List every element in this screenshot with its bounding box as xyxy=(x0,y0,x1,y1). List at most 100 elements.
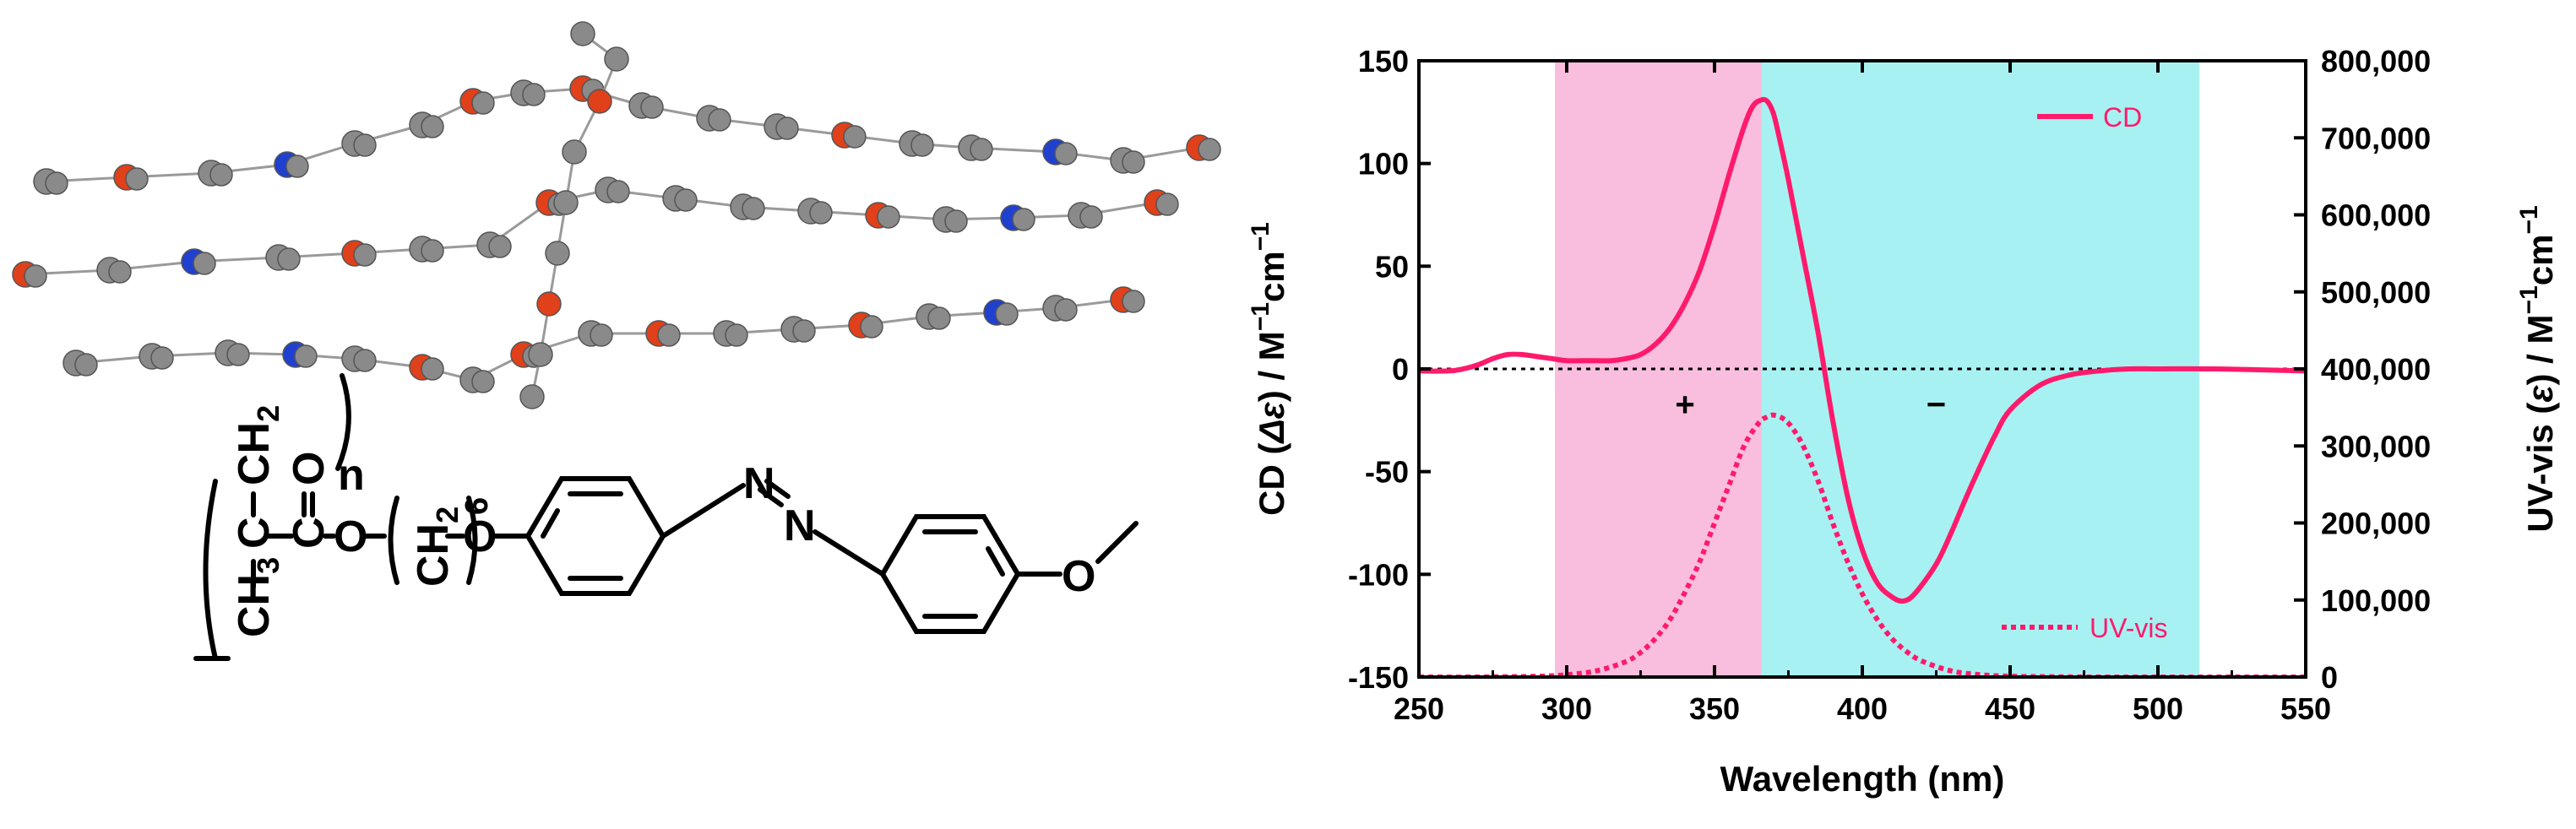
repeat-bracket-left xyxy=(203,479,218,661)
model-backbone-atom xyxy=(528,342,553,367)
repeat-bracket-right xyxy=(335,373,351,471)
legend-uvvis-label: UV-vis xyxy=(2090,613,2167,643)
structure-labels: CH3 C CH2 n O C O CH2 6 O N N O xyxy=(230,405,1095,637)
model-atom xyxy=(708,108,731,132)
label-carbonyl-o: O xyxy=(285,452,334,485)
series-cd-line xyxy=(1419,96,2306,604)
y-right-tick-label: 600,000 xyxy=(2321,198,2431,233)
model-atom xyxy=(877,205,900,229)
model-atom xyxy=(1079,205,1103,229)
x-tick-label: 350 xyxy=(1689,691,1740,726)
model-atom xyxy=(421,239,444,263)
model-atom xyxy=(606,180,630,203)
model-atom xyxy=(24,264,47,288)
sign-annotation: − xyxy=(1927,386,1946,423)
model-atom xyxy=(74,353,98,377)
x-tick-label: 250 xyxy=(1394,691,1444,726)
model-atom xyxy=(353,349,377,372)
y-left-tick-label: -100 xyxy=(1348,557,1409,592)
y-right-tick-label: 700,000 xyxy=(2321,121,2431,155)
label-carbonyl-c: C xyxy=(285,517,334,549)
x-tick-label: 500 xyxy=(2133,691,2183,726)
phenyl-ring-2-inner-3 xyxy=(986,546,1005,577)
label-ch2: CH2 xyxy=(230,405,285,485)
model-atom xyxy=(1054,298,1078,322)
shaded-region-0 xyxy=(1555,61,1762,677)
model-atom xyxy=(226,343,250,366)
y-left-tick-label: 50 xyxy=(1375,249,1409,284)
y-right-tick-label: 100,000 xyxy=(2321,583,2431,618)
model-atom xyxy=(353,243,377,267)
y-right-axis-ticks: 0 100,000 200,000 300,000 400,000 500,000 600,… xyxy=(2294,44,2431,695)
model-atom xyxy=(1198,138,1221,161)
model-atom xyxy=(742,197,765,220)
y-right-tick-label: 300,000 xyxy=(2321,429,2431,463)
sign-annotations: + − xyxy=(1675,386,1946,423)
model-atom xyxy=(640,95,664,119)
y-left-axis-title: CD (Δε) / M−1cm−1 xyxy=(1247,222,1291,516)
model-atom xyxy=(843,125,867,149)
molecular-model-illustration xyxy=(12,21,1221,409)
y-left-tick-label: -50 xyxy=(1365,455,1409,490)
azo-bond-2 xyxy=(812,529,885,577)
model-atom xyxy=(927,306,951,330)
azo-double-2 xyxy=(764,479,791,499)
model-backbone-atom xyxy=(519,384,545,409)
model-atom xyxy=(590,323,613,347)
model-backbone-atom xyxy=(553,190,579,215)
model-atom xyxy=(1122,150,1145,174)
model-atom xyxy=(944,209,968,233)
azo-double-1 xyxy=(758,487,784,507)
y-right-tick-label: 0 xyxy=(2321,660,2338,695)
label-backbone-c: C xyxy=(230,517,279,549)
label-spacer-ch2: CH2 xyxy=(409,507,465,587)
model-atom xyxy=(471,370,495,393)
label-methoxy-o: O xyxy=(1062,552,1095,601)
x-tick-label: 400 xyxy=(1837,691,1888,726)
model-atom xyxy=(910,133,934,157)
y-left-tick-label: 0 xyxy=(1392,352,1409,387)
model-atom xyxy=(294,344,318,368)
label-n: n xyxy=(338,451,365,500)
model-backbone-atom xyxy=(604,46,629,72)
model-backbone-atom xyxy=(536,291,562,317)
model-atom xyxy=(471,91,495,115)
model-atom xyxy=(45,171,68,195)
model-atom xyxy=(1012,208,1035,231)
y-right-axis-title: UV-vis (ε) / M−1cm−1 xyxy=(2515,205,2560,532)
spacer-bracket-left xyxy=(388,496,399,585)
x-tick-label: 550 xyxy=(2280,691,2331,726)
model-atom xyxy=(488,235,512,258)
model-atom xyxy=(108,260,132,284)
model-atom xyxy=(421,357,444,381)
x-tick-label: 300 xyxy=(1541,691,1592,726)
y-right-tick-label: 400,000 xyxy=(2321,352,2431,387)
model-atom xyxy=(285,154,309,178)
model-atom xyxy=(657,323,681,347)
model-backbone-atom xyxy=(587,89,612,114)
x-axis-ticks: 250 300 350 400 450 500 550 xyxy=(1394,61,2331,726)
model-atom xyxy=(1122,290,1145,313)
chemical-structure xyxy=(193,373,1139,661)
model-backbone-atom xyxy=(570,21,595,46)
legend-cd-label: CD xyxy=(2103,102,2142,133)
model-atom xyxy=(277,247,301,271)
x-tick-label: 450 xyxy=(1985,691,2035,726)
model-atom xyxy=(725,323,748,347)
label-ester-o: O xyxy=(334,512,367,561)
x-axis-title: Wavelength (nm) xyxy=(1720,759,2005,799)
model-backbone-atom xyxy=(562,139,587,165)
label-ch3: CH3 xyxy=(230,557,285,637)
label-azo-n-bottom: N xyxy=(784,501,816,550)
y-left-tick-label: 150 xyxy=(1358,44,1409,79)
label-spacer-count: 6 xyxy=(459,497,495,515)
model-atom xyxy=(775,116,799,140)
y-right-tick-label: 200,000 xyxy=(2321,507,2431,541)
model-atom xyxy=(1054,142,1078,165)
model-atom xyxy=(809,201,833,225)
model-atom xyxy=(674,188,698,212)
y-right-tick-label: 500,000 xyxy=(2321,275,2431,310)
phenyl-ring-1-inner-3 xyxy=(541,508,560,539)
model-atom xyxy=(209,163,233,187)
